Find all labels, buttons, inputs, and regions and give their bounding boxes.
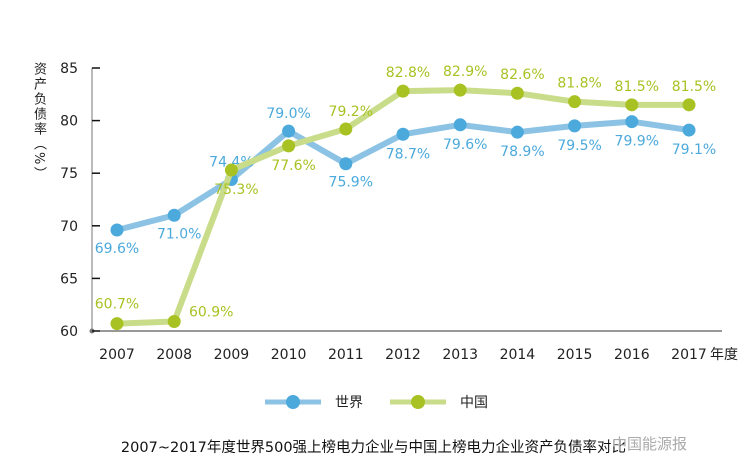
data-point [110,317,124,331]
data-label: 75.9% [329,175,373,191]
data-label: 77.6% [271,158,315,174]
data-point [167,315,181,329]
x-tick-label: 2012 [385,347,421,363]
data-label: 60.7% [95,297,139,313]
y-axis-title: 资产负债率（%） [31,62,46,182]
y-tick-label: 80 [60,114,78,130]
x-tick-label: 2017 [671,347,707,363]
data-label: 82.8% [386,65,430,81]
data-label: 69.6% [95,241,139,257]
watermark: 中国能源报 [612,435,688,453]
y-tick-label: 60 [60,324,78,340]
data-point [682,123,696,137]
x-tick-label: 2011 [328,347,364,363]
data-point [625,98,639,112]
legend-label: 世界 [335,395,363,411]
data-label: 78.9% [500,144,544,160]
data-label: 79.5% [557,138,601,154]
data-point [282,124,296,138]
data-point [339,122,353,136]
x-tick-label: 2015 [557,347,593,363]
data-point [224,163,238,177]
legend-marker [286,395,300,409]
data-label: 79.1% [672,142,716,158]
data-label: 60.9% [189,305,233,321]
data-label: 78.7% [386,146,430,162]
y-tick-label: 70 [60,219,78,235]
x-tick-label: 2007 [99,347,135,363]
data-point [453,83,467,97]
data-point [282,139,296,153]
data-label: 81.8% [557,76,601,92]
data-point [167,208,181,222]
x-tick-label: 2009 [214,347,250,363]
data-point [510,125,524,139]
data-point [568,119,582,133]
data-point [396,84,410,98]
data-point [110,223,124,237]
x-tick-label: 2014 [500,347,536,363]
data-label: 82.9% [443,64,487,80]
chart-title: 2007~2017年度世界500强上榜电力企业与中国上榜电力企业资产负债率对比 [120,440,627,456]
legend-label: 中国 [460,395,488,411]
data-point [396,127,410,141]
y-tick-label: 85 [60,61,78,77]
x-tick-label: 2008 [156,347,192,363]
data-label: 82.6% [500,67,544,83]
data-point [568,95,582,109]
data-label: 79.0% [266,106,310,122]
data-label: 71.0% [157,226,201,242]
data-point [625,115,639,129]
x-tick-label: 2013 [442,347,478,363]
data-label: 79.9% [615,134,659,150]
legend-marker [411,395,425,409]
data-label: 81.5% [615,79,659,95]
data-label: 75.3% [214,182,258,198]
y-tick-label: 75 [60,166,78,182]
x-axis-title: 年度 [710,347,738,363]
x-tick-label: 2010 [271,347,307,363]
data-label: 79.2% [329,104,373,120]
data-point [510,86,524,100]
data-label: 81.5% [672,79,716,95]
data-point [682,98,696,112]
data-label: 79.6% [443,137,487,153]
x-tick-label: 2016 [614,347,650,363]
y-tick-label: 65 [60,271,78,287]
data-point [339,157,353,171]
data-point [453,118,467,132]
